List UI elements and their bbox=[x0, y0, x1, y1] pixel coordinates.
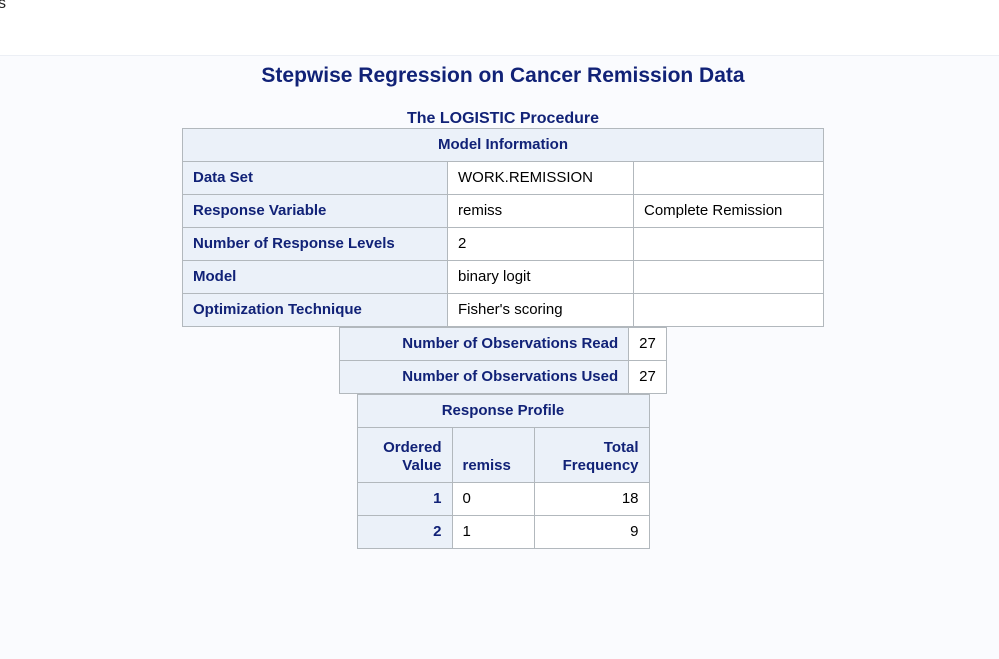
model-information-table: Model Information Data Set WORK.REMISSIO… bbox=[182, 128, 824, 327]
table-row: Number of Observations Used 27 bbox=[339, 360, 667, 394]
row-extra bbox=[633, 227, 824, 261]
row-label: Response Variable bbox=[182, 194, 448, 228]
row-value: 27 bbox=[628, 327, 667, 361]
table-row: 2 1 9 bbox=[356, 515, 650, 549]
cell-remiss: 0 bbox=[451, 482, 535, 516]
row-label: Number of Observations Used bbox=[339, 360, 630, 394]
column-header-remiss: remiss bbox=[451, 427, 535, 483]
response-profile-table: Response Profile Ordered Value remiss To… bbox=[356, 394, 650, 549]
row-value: Fisher's scoring bbox=[447, 293, 634, 327]
row-extra: Complete Remission bbox=[633, 194, 824, 228]
clipped-text-fragment: s bbox=[0, 0, 6, 12]
table-row: Number of Observations Read 27 bbox=[339, 327, 667, 361]
response-profile-title: Response Profile bbox=[356, 394, 650, 428]
model-information-title: Model Information bbox=[182, 128, 824, 162]
page-title: Stepwise Regression on Cancer Remission … bbox=[261, 64, 745, 87]
row-label: Number of Observations Read bbox=[339, 327, 630, 361]
row-extra bbox=[633, 161, 824, 195]
table-header-row: Ordered Value remiss Total Frequency bbox=[356, 427, 650, 483]
cell-ordered-value: 2 bbox=[356, 515, 453, 549]
table-title-row: Model Information bbox=[182, 128, 824, 162]
table-row: Data Set WORK.REMISSION bbox=[182, 161, 824, 195]
row-value: binary logit bbox=[447, 260, 634, 294]
row-value: remiss bbox=[447, 194, 634, 228]
results-viewer-page: Stepwise Regression on Cancer Remission … bbox=[0, 55, 999, 659]
row-label: Number of Response Levels bbox=[182, 227, 448, 261]
row-value: WORK.REMISSION bbox=[447, 161, 634, 195]
cell-total-frequency: 18 bbox=[533, 482, 650, 516]
procedure-subtitle: The LOGISTIC Procedure bbox=[406, 110, 600, 127]
row-value: 27 bbox=[628, 360, 667, 394]
table-row: Number of Response Levels 2 bbox=[182, 227, 824, 261]
observations-table: Number of Observations Read 27 Number of… bbox=[339, 327, 667, 394]
row-label: Model bbox=[182, 260, 448, 294]
row-extra bbox=[633, 293, 824, 327]
table-row: Model binary logit bbox=[182, 260, 824, 294]
row-label: Data Set bbox=[182, 161, 448, 195]
cell-ordered-value: 1 bbox=[356, 482, 453, 516]
row-value: 2 bbox=[447, 227, 634, 261]
cell-remiss: 1 bbox=[451, 515, 535, 549]
column-header-total-frequency: Total Frequency bbox=[533, 427, 650, 483]
table-row: Response Variable remiss Complete Remiss… bbox=[182, 194, 824, 228]
row-label: Optimization Technique bbox=[182, 293, 448, 327]
table-row: 1 0 18 bbox=[356, 482, 650, 516]
cell-total-frequency: 9 bbox=[533, 515, 650, 549]
row-extra bbox=[633, 260, 824, 294]
table-row: Optimization Technique Fisher's scoring bbox=[182, 293, 824, 327]
column-header-ordered-value: Ordered Value bbox=[356, 427, 453, 483]
table-title-row: Response Profile bbox=[356, 394, 650, 428]
